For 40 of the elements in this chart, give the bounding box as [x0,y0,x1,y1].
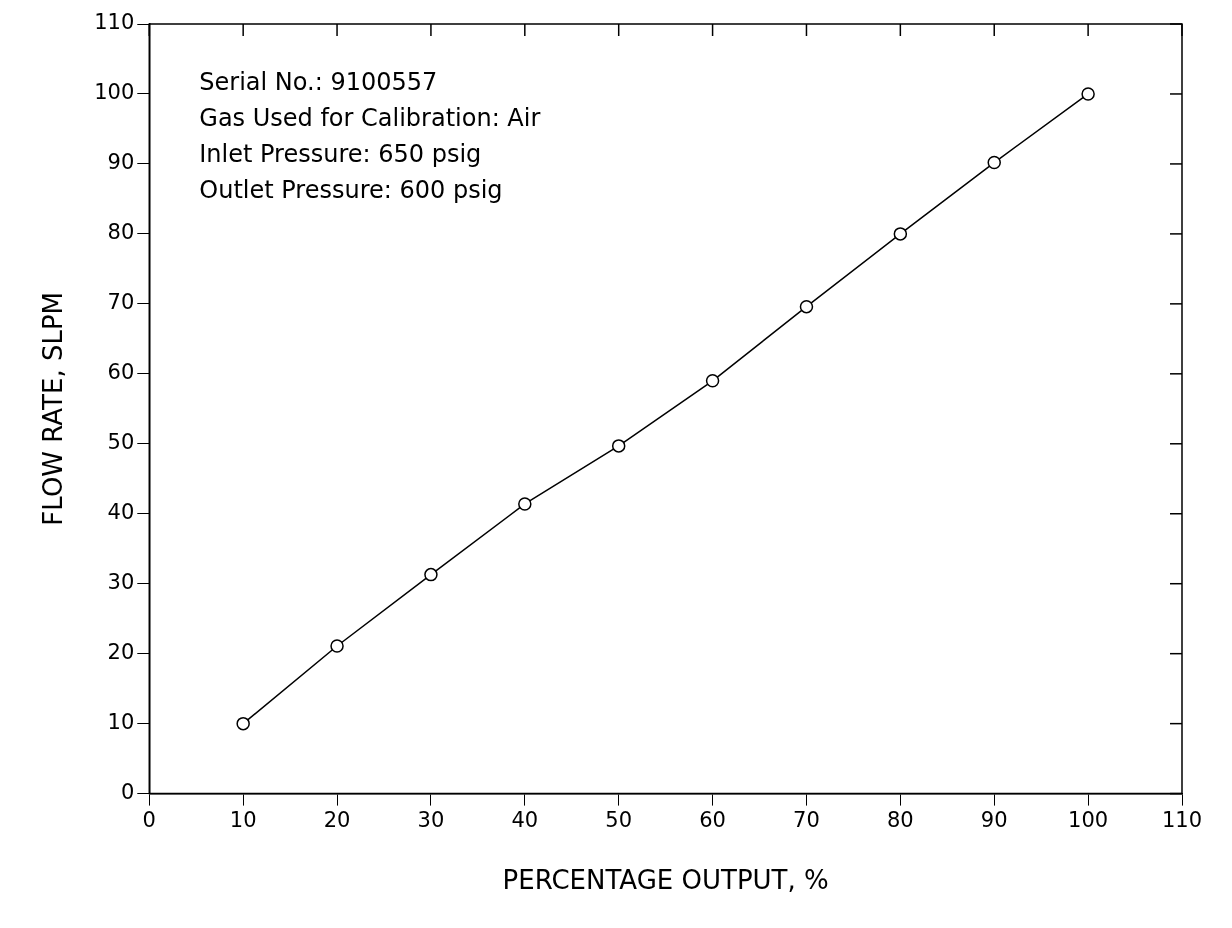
x-axis-title: PERCENTAGE OUTPUT, % [502,865,829,896]
x-tick-label: 60 [699,807,726,832]
annotation: Outlet Pressure: 600 psig [199,176,503,205]
y-tick-label: 50 [107,430,135,455]
x-tick-label: 50 [605,807,633,832]
y-tick-label: 60 [107,360,135,385]
y-tick-label: 90 [107,150,135,175]
x-tick-label: 0 [142,807,156,832]
annotation: Inlet Pressure: 650 psig [199,140,482,169]
point [1081,87,1095,101]
y-tick-label: 0 [120,780,135,805]
y-tick-label: 30 [107,570,135,595]
x-tick-label: 20 [323,807,351,832]
point [611,439,626,453]
y-tick-label: 100 [94,80,135,105]
point [893,227,908,241]
x-tick-label: 40 [511,807,539,832]
x-tick-label: 80 [886,807,914,832]
x-tick-label: 70 [793,807,820,832]
x-tick-label: 100 [1068,807,1109,832]
annotation: Serial No.: 9100557 [199,68,438,97]
point [330,639,344,653]
point [705,374,720,388]
point [424,567,438,582]
y-tick-label: 70 [107,290,135,315]
y-tick-label: 20 [107,640,135,665]
y-axis-title: FLOW RATE, SLPM [38,291,69,526]
point [987,155,1001,170]
x-tick-label: 110 [1161,807,1203,832]
point [518,497,532,511]
x-tick-label: 10 [229,807,257,832]
x-tick-label: 90 [980,807,1008,832]
point [799,299,814,314]
y-tick-label: 40 [107,500,135,525]
annotation: Gas Used for Calibration: Air [199,104,541,133]
y-tick-label: 10 [107,710,135,735]
x-tick-label: 30 [417,807,445,832]
point [236,716,250,731]
y-tick-label: 110 [94,10,135,35]
y-tick-label: 80 [107,220,135,245]
